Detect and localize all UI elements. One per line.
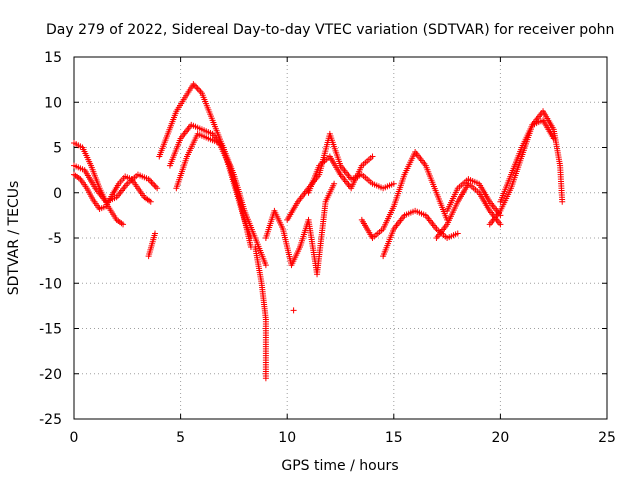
x-tick-label: 15 — [385, 430, 403, 446]
series-track-5 — [156, 81, 254, 241]
series-track-14 — [380, 207, 461, 260]
series-track-4 — [145, 230, 159, 260]
x-axis-label: GPS time / hours — [281, 458, 398, 474]
data-point — [497, 221, 504, 228]
series-track-13 — [358, 149, 451, 241]
data-point — [151, 182, 158, 189]
y-tick-label: -25 — [39, 412, 62, 428]
x-tick-label: 25 — [598, 430, 616, 446]
series-track-17 — [486, 108, 566, 228]
y-tick-label: 0 — [53, 186, 62, 202]
x-tick-label: 0 — [70, 430, 79, 446]
data-point — [390, 180, 397, 187]
data-point — [152, 230, 159, 237]
data-point — [262, 262, 269, 269]
series-track-6 — [166, 121, 269, 269]
series-track-9 — [262, 180, 338, 278]
y-tick-label: 5 — [53, 141, 62, 157]
data-point — [193, 84, 200, 91]
series-track-15 — [433, 180, 504, 241]
data-point — [154, 185, 161, 192]
data-point — [331, 180, 338, 187]
data-point — [369, 153, 376, 160]
data-point — [152, 183, 159, 190]
x-tick-label: 20 — [491, 430, 509, 446]
data-point — [196, 87, 203, 94]
chart-title: Day 279 of 2022, Sidereal Day-to-day VTE… — [46, 22, 614, 38]
series-track-12 — [305, 153, 376, 196]
series-track-1 — [71, 171, 154, 213]
data-point — [454, 230, 461, 237]
y-tick-label: 10 — [44, 95, 62, 111]
y-tick-label: -20 — [39, 367, 62, 383]
data-point — [559, 198, 566, 205]
series-track-16 — [444, 176, 504, 219]
series-track-18 — [497, 117, 557, 205]
data-point — [194, 85, 201, 92]
data-point — [149, 180, 156, 187]
data-point — [290, 307, 297, 314]
axis-ticks: 0 5 10 15 20 25 -25 -20 -15 -10 -5 0 5 10 15 — [39, 50, 616, 446]
data-point — [147, 198, 154, 205]
y-tick-label: -15 — [39, 322, 62, 338]
series-track-3 — [71, 162, 161, 205]
y-tick-label: -10 — [39, 276, 62, 292]
y-tick-label: 15 — [44, 50, 62, 66]
data-point — [148, 179, 155, 186]
series-track-10 — [290, 307, 297, 314]
series-track-7 — [173, 130, 254, 251]
data-point — [262, 375, 269, 382]
data-point — [550, 135, 557, 142]
data-points — [71, 81, 566, 382]
data-point — [120, 221, 127, 228]
x-tick-label: 10 — [278, 430, 296, 446]
y-axis-label: SDTVAR / TECUs — [6, 181, 22, 296]
series-track-8 — [252, 244, 269, 382]
x-tick-label: 5 — [176, 430, 185, 446]
y-tick-label: -5 — [48, 231, 62, 247]
